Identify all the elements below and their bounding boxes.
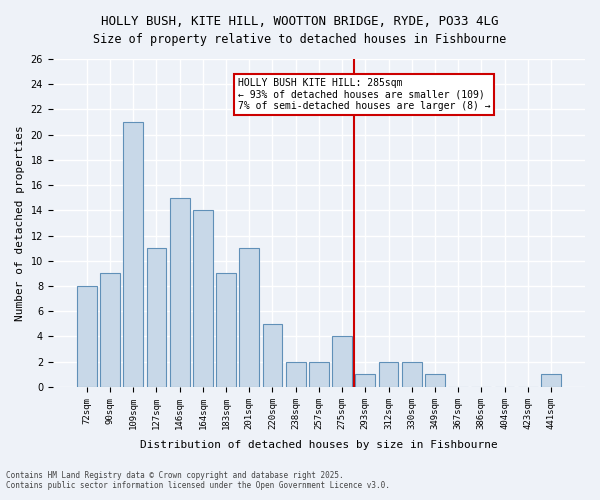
Bar (239, 248, 259, 387)
Bar (146, 248, 166, 387)
Text: Contains HM Land Registry data © Crown copyright and database right 2025.
Contai: Contains HM Land Registry data © Crown c… (6, 470, 390, 490)
Bar (100, 274, 120, 387)
Bar (425, 374, 445, 387)
Bar (263, 324, 283, 387)
Bar (286, 362, 305, 387)
X-axis label: Distribution of detached houses by size in Fishbourne: Distribution of detached houses by size … (140, 440, 498, 450)
Text: HOLLY BUSH, KITE HILL, WOOTTON BRIDGE, RYDE, PO33 4LG: HOLLY BUSH, KITE HILL, WOOTTON BRIDGE, R… (101, 15, 499, 28)
Text: Size of property relative to detached houses in Fishbourne: Size of property relative to detached ho… (94, 32, 506, 46)
Bar (124, 122, 143, 387)
Bar (216, 274, 236, 387)
Bar (193, 210, 213, 387)
Y-axis label: Number of detached properties: Number of detached properties (15, 125, 25, 321)
Text: HOLLY BUSH KITE HILL: 285sqm
← 93% of detached houses are smaller (109)
7% of se: HOLLY BUSH KITE HILL: 285sqm ← 93% of de… (238, 78, 490, 111)
Bar (77, 286, 97, 387)
Bar (170, 198, 190, 387)
Bar (541, 374, 561, 387)
Bar (355, 374, 375, 387)
Bar (332, 336, 352, 387)
Bar (309, 362, 329, 387)
Bar (402, 362, 422, 387)
Bar (379, 362, 398, 387)
